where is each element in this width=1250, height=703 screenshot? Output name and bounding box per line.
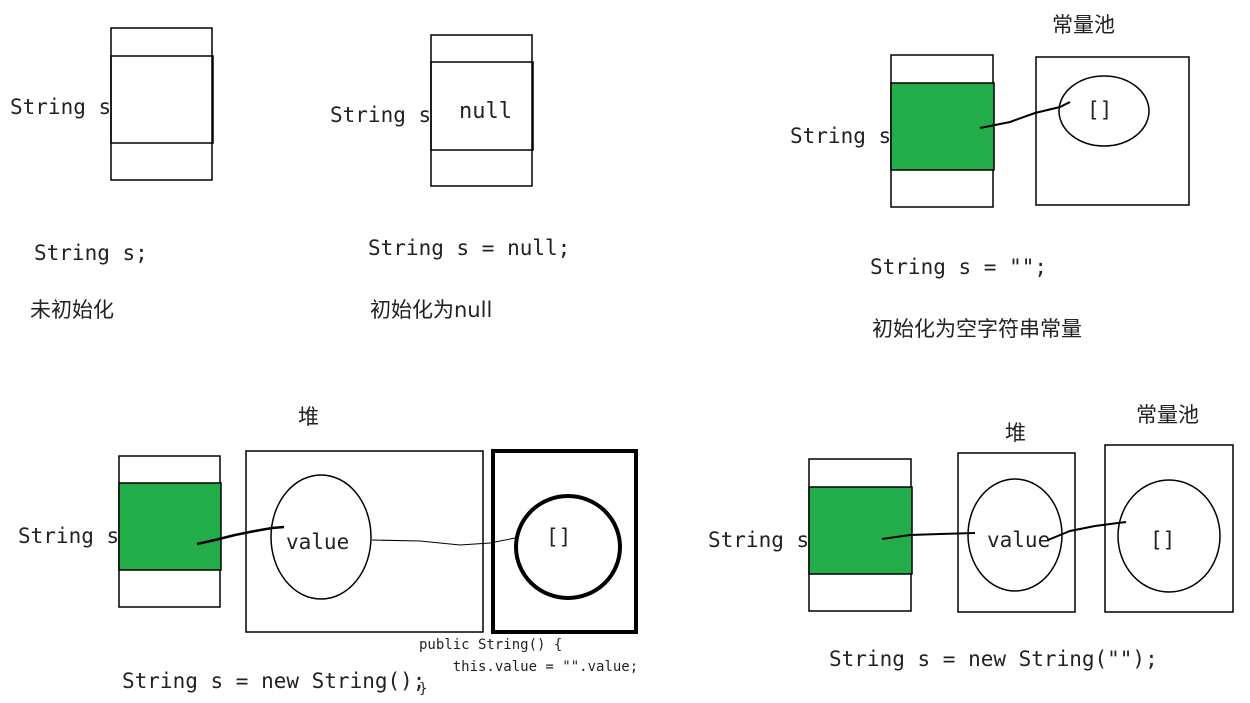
reference-line [196, 525, 285, 546]
panel-empty-literal: 常量池 [] String s String s = ""; 初始化为空字符串常… [790, 13, 1190, 341]
value-to-array-line [371, 537, 516, 546]
reference-cell [808, 486, 913, 575]
constructor-code-line-3: } [419, 681, 427, 697]
constant-pool-title: 常量池 [1052, 13, 1115, 37]
caption: 初始化为空字符串常量 [872, 317, 1082, 341]
declaration-code: String s = new String(""); [829, 647, 1158, 671]
pool-value: [] [1150, 528, 1175, 552]
pool-value: [] [1087, 98, 1112, 122]
pool-entry-ellipse [1058, 75, 1150, 147]
value-to-pool-line [1047, 521, 1127, 541]
null-value: null [459, 99, 512, 124]
reference-cell [890, 82, 995, 171]
variable-cell [430, 61, 534, 151]
caption: 初始化为null [370, 298, 492, 322]
caption: 未初始化 [30, 298, 114, 322]
char-array-value: [] [546, 525, 571, 549]
reference-cell [118, 482, 222, 571]
variable-label: String s [708, 528, 809, 552]
panel-null: null String s String s = null; 初始化为null [330, 34, 570, 322]
variable-label: String s [790, 124, 891, 148]
heap-title: 堆 [298, 405, 319, 429]
constant-pool-title: 常量池 [1136, 403, 1199, 427]
panel-new-string-literal: 堆 常量池 value [] String s String s = new S… [708, 403, 1234, 671]
constant-pool-box [1035, 56, 1190, 206]
variable-label: String s [18, 524, 119, 548]
declaration-code: String s = new String(); [122, 669, 425, 693]
char-array-circle [514, 494, 622, 600]
declaration-code: String s = null; [368, 236, 570, 260]
value-field-label: value [286, 530, 349, 554]
char-array-box [491, 449, 638, 634]
heap-box [245, 450, 484, 633]
variable-label: String s [10, 95, 111, 119]
declaration-code: String s; [34, 241, 148, 265]
value-field-label: value [987, 528, 1050, 552]
constant-pool-box [1104, 444, 1234, 613]
reference-line [979, 101, 1071, 129]
variable-cell [110, 55, 214, 144]
pool-entry-ellipse [1117, 479, 1221, 593]
value-field-ellipse [270, 474, 372, 600]
constructor-code-line-2: this.value = "".value; [419, 659, 638, 675]
heap-title: 堆 [1005, 421, 1026, 445]
panel-new-string: 堆 value [] String s String s = new Strin… [18, 405, 638, 697]
variable-label: String s [330, 103, 431, 127]
stack-slot [110, 27, 213, 181]
panel-uninitialized: String s String s; 未初始化 [10, 27, 214, 322]
declaration-code: String s = ""; [870, 255, 1047, 279]
reference-line [881, 532, 976, 540]
constructor-code-line-1: public String() { [419, 637, 562, 653]
